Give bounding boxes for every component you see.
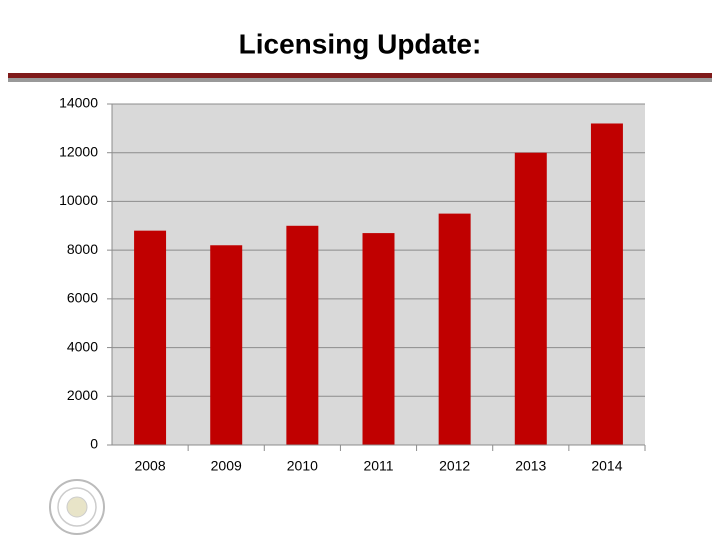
x-tick-label: 2012	[439, 458, 470, 474]
x-tick-label: 2008	[134, 458, 165, 474]
x-tick-label: 2011	[363, 458, 393, 474]
bar	[514, 152, 547, 445]
bar	[362, 233, 395, 445]
y-tick-label: 8000	[67, 241, 98, 257]
x-tick-label: 2014	[591, 458, 622, 474]
bar	[590, 123, 623, 445]
x-tick-label: 2013	[515, 458, 546, 474]
y-tick-label: 2000	[67, 387, 98, 403]
y-tick-label: 4000	[67, 338, 98, 354]
chart-title: Licensing Update:	[239, 28, 482, 59]
bar	[438, 213, 471, 445]
y-tick-label: 6000	[67, 290, 98, 306]
title-rule-shadow	[8, 77, 712, 82]
x-tick-label: 2010	[287, 458, 318, 474]
x-tick-label: 2009	[211, 458, 242, 474]
seal	[49, 479, 105, 535]
y-tick-label: 0	[90, 436, 98, 452]
title-rule	[8, 73, 712, 78]
y-tick-label: 10000	[59, 192, 98, 208]
y-tick-label: 12000	[59, 143, 98, 159]
bar	[286, 225, 319, 445]
bar	[134, 230, 167, 445]
y-tick-label: 14000	[59, 95, 98, 111]
bar	[210, 245, 243, 445]
